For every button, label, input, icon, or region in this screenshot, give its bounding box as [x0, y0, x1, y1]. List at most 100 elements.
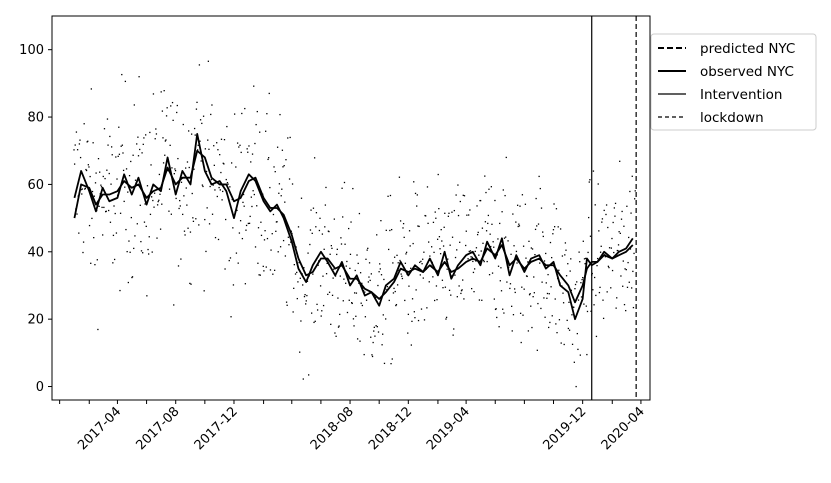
- scatter-point: [263, 270, 265, 272]
- scatter-point: [402, 222, 405, 225]
- scatter-point: [472, 271, 475, 274]
- scatter-point: [419, 274, 421, 276]
- scatter-point: [470, 256, 472, 258]
- scatter-point: [491, 223, 493, 225]
- scatter-point: [220, 138, 223, 140]
- scatter-point: [420, 260, 422, 263]
- scatter-point: [313, 321, 315, 324]
- scatter-point: [565, 275, 568, 277]
- scatter-point: [200, 160, 202, 162]
- scatter-point: [177, 265, 180, 267]
- scatter-point: [365, 299, 368, 301]
- scatter-point: [265, 130, 267, 132]
- scatter-point: [491, 272, 494, 274]
- scatter-point: [488, 274, 491, 276]
- scatter-point: [396, 284, 399, 286]
- scatter-point: [576, 332, 578, 335]
- scatter-point: [580, 296, 583, 298]
- scatter-point: [296, 271, 298, 274]
- scatter-point: [547, 273, 549, 276]
- scatter-point: [203, 290, 205, 292]
- scatter-point: [148, 236, 150, 238]
- scatter-point: [240, 151, 242, 154]
- scatter-point: [393, 287, 395, 290]
- scatter-point: [577, 348, 579, 351]
- scatter-point: [336, 253, 338, 256]
- scatter-point: [223, 139, 226, 141]
- scatter-point: [630, 212, 632, 214]
- scatter-point: [597, 183, 599, 185]
- scatter-point: [201, 122, 203, 125]
- scatter-point: [128, 240, 130, 242]
- y-tick-label: 80: [27, 111, 44, 126]
- scatter-point: [626, 205, 628, 207]
- scatter-point: [375, 325, 377, 327]
- scatter-point: [476, 233, 479, 236]
- scatter-point: [328, 291, 331, 293]
- scatter-point: [112, 262, 114, 264]
- scatter-point: [161, 110, 164, 112]
- scatter-point: [380, 274, 383, 276]
- scatter-point: [348, 227, 350, 230]
- scatter-point: [512, 213, 514, 215]
- scatter-point: [208, 148, 210, 150]
- scatter-point: [333, 218, 335, 220]
- scatter-point: [238, 146, 240, 148]
- scatter-point: [223, 163, 225, 165]
- scatter-point: [628, 281, 630, 283]
- scatter-point: [634, 190, 636, 192]
- scatter-point: [398, 176, 401, 178]
- scatter-point: [319, 217, 321, 219]
- scatter-point: [113, 205, 115, 207]
- scatter-point: [284, 255, 287, 257]
- scatter-point: [84, 188, 86, 190]
- scatter-point: [426, 186, 429, 188]
- scatter-point: [162, 162, 165, 164]
- scatter-point: [204, 218, 206, 221]
- scatter-point: [210, 178, 212, 181]
- scatter-point: [402, 227, 404, 229]
- scatter-point: [555, 323, 557, 325]
- scatter-point: [422, 277, 424, 279]
- scatter-point: [397, 262, 399, 264]
- scatter-point: [490, 245, 492, 248]
- y-tick-label: 0: [36, 380, 44, 395]
- scatter-point: [358, 282, 360, 284]
- scatter-point: [423, 251, 425, 253]
- scatter-point: [570, 258, 572, 260]
- scatter-point: [221, 199, 223, 201]
- scatter-point: [76, 149, 79, 151]
- scatter-point: [131, 276, 134, 278]
- scatter-point: [557, 226, 559, 228]
- scatter-point: [313, 157, 316, 159]
- scatter-point: [494, 308, 497, 311]
- scatter-point: [343, 181, 346, 184]
- scatter-point: [582, 276, 584, 279]
- scatter-point: [153, 192, 156, 194]
- scatter-point: [226, 125, 228, 128]
- vertical-lines: [591, 16, 637, 400]
- scatter-point: [320, 315, 322, 317]
- scatter-point: [399, 220, 402, 222]
- scatter-point: [315, 212, 318, 214]
- scatter-point: [447, 258, 449, 260]
- scatter-point: [238, 232, 241, 234]
- scatter-point: [247, 222, 250, 225]
- scatter-point: [451, 211, 453, 213]
- scatter-point: [322, 304, 325, 307]
- scatter-point: [560, 342, 562, 344]
- scatter-point: [248, 145, 250, 147]
- scatter-point: [235, 252, 238, 254]
- scatter-point: [575, 385, 577, 388]
- scatter-point: [199, 119, 202, 121]
- scatter-point: [154, 138, 156, 140]
- scatter-point: [251, 153, 254, 155]
- scatter-point: [395, 304, 397, 307]
- scatter-point: [214, 236, 217, 239]
- scatter-point: [358, 212, 361, 215]
- scatter-point: [364, 291, 366, 293]
- scatter-point: [149, 213, 152, 216]
- scatter-point: [550, 286, 552, 288]
- scatter-point: [364, 316, 367, 318]
- scatter-point: [632, 270, 634, 273]
